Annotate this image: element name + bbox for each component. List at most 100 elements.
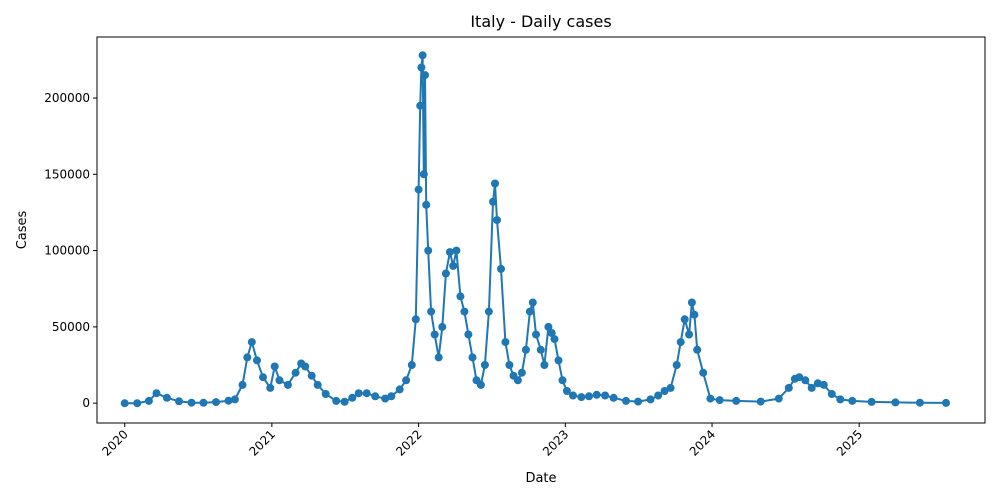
- data-point: [120, 399, 129, 408]
- y-axis: 0 50000 100000 150000 200000: [44, 91, 97, 410]
- data-point: [416, 101, 425, 110]
- data-point: [801, 376, 810, 385]
- data-point: [680, 315, 689, 324]
- data-point: [690, 310, 699, 319]
- data-point: [464, 330, 473, 339]
- data-point: [609, 393, 618, 402]
- data-point: [187, 398, 196, 407]
- data-point: [784, 383, 793, 392]
- data-point: [381, 394, 390, 403]
- data-point: [449, 261, 458, 270]
- data-point: [699, 368, 708, 377]
- data-point: [407, 361, 416, 369]
- data-point: [676, 338, 685, 347]
- data-point: [332, 396, 341, 405]
- data-point: [419, 170, 428, 179]
- data-point: [558, 376, 567, 385]
- data-point: [402, 376, 411, 385]
- data-point: [577, 393, 586, 402]
- data-point: [253, 356, 261, 365]
- data-point: [827, 390, 836, 398]
- data-point: [321, 390, 330, 398]
- data-point: [517, 368, 526, 377]
- data-point: [422, 200, 431, 209]
- data-point: [340, 397, 349, 406]
- data-point: [468, 353, 477, 362]
- series-line: [124, 54, 947, 405]
- data-point: [634, 397, 643, 406]
- data-point: [270, 362, 279, 371]
- data-point: [915, 398, 924, 407]
- y-tick-label: 50000: [52, 320, 90, 334]
- data-point: [654, 391, 663, 400]
- data-point: [706, 394, 715, 403]
- data-point: [795, 373, 804, 382]
- x-tick-label: 2025: [834, 427, 865, 458]
- data-point: [424, 246, 433, 255]
- data-point: [493, 216, 501, 225]
- y-tick-label: 0: [82, 396, 90, 410]
- data-point: [243, 353, 252, 362]
- data-point: [497, 264, 505, 273]
- data-point: [489, 197, 497, 206]
- data-point: [685, 330, 694, 339]
- data-point: [513, 376, 522, 385]
- data-point: [175, 397, 183, 406]
- data-point: [144, 396, 153, 405]
- data-point: [460, 307, 469, 316]
- data-point: [562, 387, 571, 395]
- data-point: [301, 362, 310, 371]
- data-point: [162, 393, 171, 402]
- data-point: [491, 179, 499, 188]
- data-point: [456, 292, 465, 301]
- y-axis-title: Cases: [15, 210, 30, 249]
- data-point: [212, 398, 220, 407]
- data-point: [756, 397, 765, 406]
- data-point: [224, 396, 233, 405]
- data-point: [501, 338, 510, 347]
- data-point: [942, 398, 950, 407]
- data-point: [230, 395, 239, 404]
- x-tick-label: 2024: [687, 427, 718, 458]
- data-point: [441, 269, 450, 278]
- y-tick-label: 200000: [44, 91, 90, 105]
- data-point: [291, 368, 300, 377]
- data-point: [238, 380, 247, 389]
- data-point: [807, 383, 816, 392]
- data-point: [672, 361, 681, 369]
- data-point: [592, 390, 601, 399]
- data-point: [313, 380, 322, 389]
- data-point: [528, 298, 537, 307]
- data-point: [660, 387, 669, 395]
- data-point: [266, 383, 275, 392]
- data-point: [505, 361, 514, 369]
- data-point: [414, 185, 423, 194]
- x-tick-label: 2020: [99, 427, 130, 458]
- data-point: [476, 380, 485, 389]
- data-point: [554, 356, 563, 365]
- x-tick-label: 2023: [540, 427, 571, 458]
- data-point: [417, 63, 426, 72]
- data-point: [418, 51, 427, 60]
- data-point: [536, 345, 545, 354]
- data-point: [484, 307, 493, 316]
- series-layer: [120, 51, 950, 408]
- data-point: [646, 395, 655, 404]
- data-point: [891, 398, 900, 407]
- data-point: [525, 307, 534, 316]
- data-point: [283, 380, 292, 389]
- data-point: [867, 397, 876, 406]
- data-point: [445, 248, 454, 257]
- data-point: [348, 393, 357, 402]
- data-point: [687, 298, 696, 307]
- data-point: [259, 373, 267, 382]
- y-tick-label: 100000: [44, 244, 90, 258]
- x-tick-label: 2021: [246, 427, 277, 458]
- data-point: [427, 307, 436, 316]
- plot-frame: [96, 36, 986, 424]
- data-point: [362, 389, 371, 398]
- data-point: [813, 379, 822, 388]
- data-point: [452, 246, 461, 255]
- data-point: [601, 391, 610, 400]
